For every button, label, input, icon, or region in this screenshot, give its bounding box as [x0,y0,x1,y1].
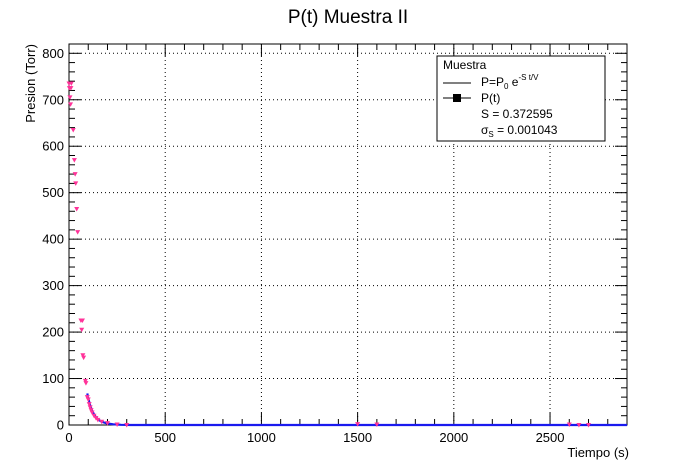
y-axis-label: Presion (Torr) [23,44,38,123]
data-point-35 [576,423,582,428]
data-point-5 [68,81,74,86]
y-tick-labels: 0 100 200 300 400 500 600 700 800 [42,46,64,433]
data-point-22 [87,405,93,410]
data-point-24 [89,410,95,415]
y-tick-label-4: 400 [42,232,64,247]
data-point-31 [124,423,130,428]
data-point-23 [88,408,94,413]
y-tick-label-8: 800 [42,46,64,61]
x-tick-label-2: 1000 [247,430,276,445]
data-point-36 [586,423,592,428]
legend-header: Muestra [443,58,487,72]
legend-data-label: P(t) [481,91,500,105]
y-tick-label-3: 300 [42,278,64,293]
y-tick-label-7: 700 [42,92,64,107]
data-point-28 [99,419,105,425]
data-point-15 [80,353,86,358]
data-point-29 [104,421,110,426]
x-tick-label-3: 1500 [343,430,372,445]
y-tick-label-5: 500 [42,185,64,200]
data-point-16 [81,355,87,361]
data-point-34 [566,422,572,428]
data-point-7 [71,158,77,163]
data-point-6 [70,127,76,133]
data-point-27 [95,417,101,423]
data-point-19 [84,395,90,400]
y-tick-label-1: 100 [42,371,64,386]
x-tick-label-5: 2500 [536,430,565,445]
x-tick-labels: 0 500 1000 1500 2000 2500 [65,430,564,445]
data-series-pt [66,81,592,428]
data-point-25 [91,413,97,419]
y-tick-label-6: 600 [42,139,64,154]
data-point-9 [73,181,79,186]
data-point-2 [67,95,73,100]
legend-sigma-value: σS = 0.001043 [481,123,558,139]
legend: Muestra P=P0 e-S t/V P(t) S = 0.372595 σ… [436,55,606,142]
legend-data-swatch-marker [453,94,461,102]
data-point-32 [355,422,361,427]
data-point-14 [79,318,85,323]
data-point-17 [82,378,88,384]
chart-title: P(t) Muestra II [288,7,408,28]
data-point-20 [85,397,91,402]
data-point-13 [79,327,85,333]
data-point-3 [68,102,74,107]
data-point-10 [74,206,80,212]
data-point-30 [114,422,120,428]
y-tick-label-2: 200 [42,325,64,340]
data-point-21 [86,402,92,407]
data-point-18 [83,381,89,386]
legend-s-value: S = 0.372595 [481,107,553,121]
data-point-11 [75,230,81,235]
x-tick-label-1: 500 [154,430,176,445]
x-tick-label-4: 2000 [439,430,468,445]
data-point-4 [68,86,74,91]
x-axis-label: Tiempo (s) [567,445,629,460]
y-tick-label-0: 0 [57,418,64,433]
data-point-8 [72,172,78,177]
data-point-33 [374,422,380,428]
legend-fit-label: P=P0 e-S t/V [481,73,539,91]
x-tick-label-0: 0 [65,430,72,445]
